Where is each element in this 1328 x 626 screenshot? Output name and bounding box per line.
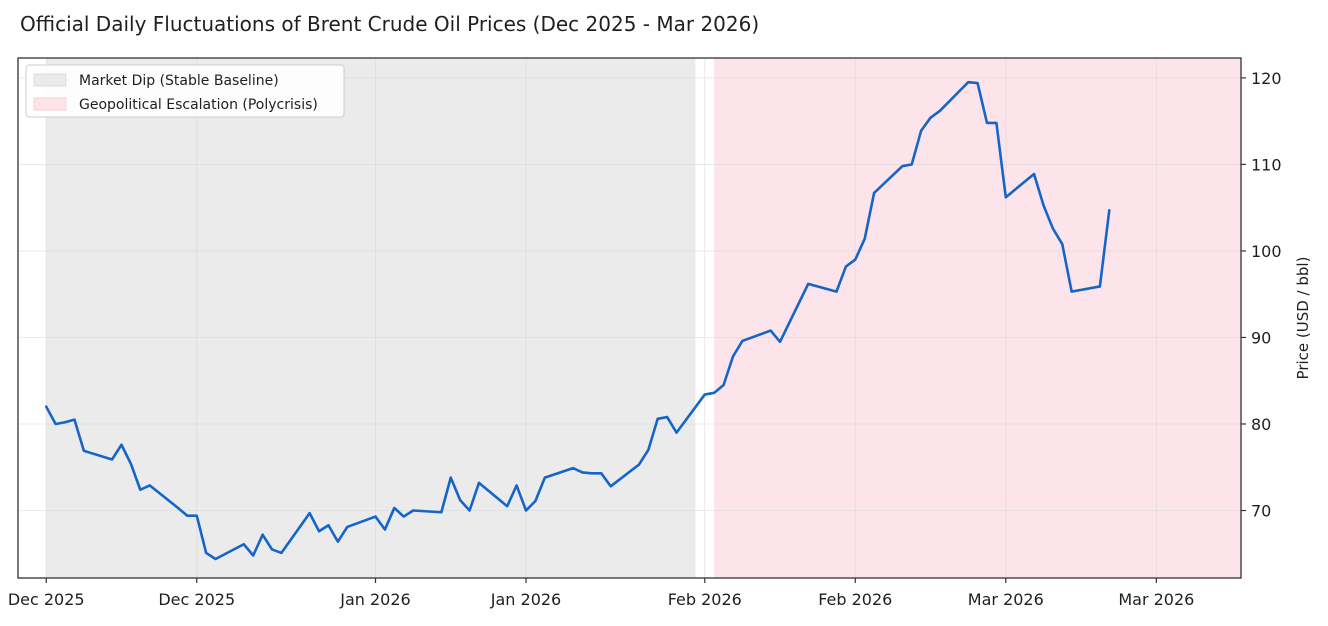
region-0 xyxy=(46,58,696,578)
legend-box xyxy=(25,64,345,118)
x-tick-label-5: Feb 2026 xyxy=(818,590,892,609)
legend-swatch-1 xyxy=(33,97,67,111)
plot-frame xyxy=(17,57,1242,579)
y-tick-label-5: 120 xyxy=(1251,69,1282,88)
x-tick-label-1: Dec 2025 xyxy=(158,590,235,609)
x-tick-label-2: Jan 2026 xyxy=(339,590,410,609)
x-tick-label-7: Mar 2026 xyxy=(1118,590,1194,609)
y-tick-label-2: 90 xyxy=(1251,328,1271,347)
legend-label-0: Market Dip (Stable Baseline) xyxy=(79,73,279,89)
legend-label-1: Geopolitical Escalation (Polycrisis) xyxy=(79,97,318,113)
y-tick-label-4: 110 xyxy=(1251,155,1282,174)
x-tick-label-3: Jan 2026 xyxy=(490,590,561,609)
x-tick-label-0: Dec 2025 xyxy=(8,590,85,609)
chart-title: Official Daily Fluctuations of Brent Cru… xyxy=(20,12,760,36)
region-1 xyxy=(714,58,1241,578)
x-tick-label-6: Mar 2026 xyxy=(968,590,1044,609)
series-line-0 xyxy=(44,80,1111,561)
axis-ticks: Dec 2025 Dec 2025 Jan 2026 Jan 2026 Feb 2026… xyxy=(8,69,1312,609)
y-tick-label-0: 70 xyxy=(1251,502,1271,521)
x-tick-label-4: Feb 2026 xyxy=(668,590,742,609)
price-series xyxy=(44,80,1111,561)
gridlines xyxy=(18,58,1241,578)
y-axis-title: Price (USD / bbl) xyxy=(1294,257,1312,380)
axes-frame xyxy=(17,57,1242,579)
legend-swatch-0 xyxy=(33,73,67,87)
shaded-regions xyxy=(46,58,1241,578)
y-tick-label-1: 80 xyxy=(1251,415,1271,434)
legend: Market Dip (Stable Baseline) Geopolitical… xyxy=(25,64,345,118)
y-tick-label-3: 100 xyxy=(1251,242,1282,261)
